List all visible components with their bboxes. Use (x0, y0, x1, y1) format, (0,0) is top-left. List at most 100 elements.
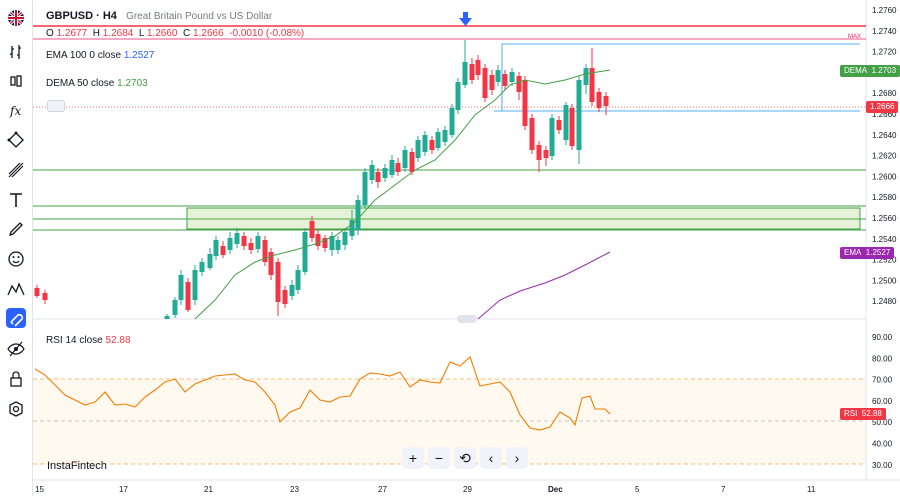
candle-down[interactable] (603, 96, 609, 106)
candle-up[interactable] (382, 168, 388, 178)
candle-up[interactable] (289, 285, 295, 296)
candle-down[interactable] (475, 60, 481, 75)
path-icon[interactable] (6, 130, 26, 150)
candle-down[interactable] (569, 108, 575, 146)
candle-down[interactable] (589, 68, 595, 102)
range-box[interactable] (494, 43, 860, 112)
candle-down[interactable] (409, 152, 415, 172)
candle-down[interactable] (268, 252, 274, 275)
candle-down[interactable] (275, 262, 281, 302)
candle-down[interactable] (469, 64, 475, 80)
candle-up[interactable] (349, 220, 355, 236)
candle-up[interactable] (227, 238, 233, 250)
candle-up[interactable] (442, 130, 448, 142)
emoji-icon[interactable] (6, 249, 26, 269)
candle-down[interactable] (536, 145, 542, 160)
candle-down[interactable] (522, 80, 528, 126)
candle-up[interactable] (389, 160, 395, 175)
candle-up[interactable] (342, 232, 348, 245)
candle-down[interactable] (185, 282, 191, 310)
candle-down[interactable] (248, 243, 254, 250)
collapse-legend-button[interactable] (47, 100, 65, 112)
candle-down[interactable] (529, 118, 535, 150)
candle-down[interactable] (516, 76, 522, 92)
candle-up[interactable] (369, 165, 375, 180)
lock-icon[interactable] (6, 369, 26, 389)
settings-icon[interactable] (6, 399, 26, 419)
function-icon[interactable]: fx (6, 101, 26, 121)
brush-icon[interactable] (6, 219, 26, 239)
time-axis-label: 5 (635, 485, 640, 494)
chart-type-icon[interactable] (6, 42, 26, 62)
candle-up[interactable] (302, 232, 308, 272)
candle-up[interactable] (449, 108, 455, 135)
pane-resize-handle[interactable] (457, 315, 477, 323)
candle-up[interactable] (455, 82, 461, 110)
candle-up[interactable] (422, 135, 428, 152)
candle-down[interactable] (262, 240, 268, 262)
visibility-icon[interactable] (6, 339, 26, 359)
candle-down[interactable] (282, 290, 288, 304)
candle-up[interactable] (329, 236, 335, 250)
candle-up[interactable] (255, 236, 261, 249)
candle-down[interactable] (322, 238, 328, 248)
candle-down[interactable] (309, 221, 315, 238)
candle-up[interactable] (207, 254, 213, 268)
scroll-right-button[interactable]: › (506, 447, 528, 469)
candle-up[interactable] (495, 70, 501, 82)
ema-legend[interactable]: EMA 100 0 close 1.2527 (46, 50, 154, 61)
magnet-icon[interactable] (6, 308, 26, 328)
patterns-icon[interactable] (6, 279, 26, 299)
candle-up[interactable] (509, 72, 515, 82)
candle-down[interactable] (429, 140, 435, 150)
zoom-out-button[interactable]: − (428, 447, 450, 469)
candle-up[interactable] (295, 270, 301, 290)
price-axis[interactable]: 1.27601.27401.27201.27001.26801.26601.26… (872, 6, 897, 306)
candle-up[interactable] (576, 80, 582, 150)
candle-down[interactable] (42, 293, 48, 300)
candle-up[interactable] (549, 118, 555, 156)
flag-icon[interactable] (8, 10, 24, 26)
candle-up[interactable] (199, 262, 205, 272)
zoom-in-button[interactable]: + (402, 447, 424, 469)
scroll-left-button[interactable]: ‹ (480, 447, 502, 469)
text-icon[interactable] (6, 190, 26, 210)
candle-up[interactable] (415, 140, 421, 158)
candle-down[interactable] (241, 236, 247, 246)
candle-up[interactable] (335, 240, 341, 250)
candle-up[interactable] (435, 132, 441, 148)
dema-legend[interactable]: DEMA 50 close 1.2703 (46, 78, 148, 89)
candle-up[interactable] (234, 233, 240, 244)
candle-down[interactable] (556, 120, 562, 130)
candle-up[interactable] (462, 62, 468, 85)
rsi-legend[interactable]: RSI 14 close 52.88 (46, 335, 131, 346)
candle-down[interactable] (395, 163, 401, 172)
candle-up[interactable] (583, 68, 589, 85)
reset-button[interactable]: ⟲ (454, 447, 476, 469)
candle-up[interactable] (213, 240, 219, 256)
candle-up[interactable] (164, 316, 170, 319)
candle-down[interactable] (375, 172, 381, 182)
candle-up[interactable] (192, 270, 198, 300)
candle-up[interactable] (402, 150, 408, 168)
support-zone[interactable] (186, 207, 861, 230)
price-chart[interactable]: 1.27601.27401.27201.27001.26801.26601.26… (33, 0, 900, 496)
candle-up[interactable] (362, 172, 368, 205)
candle-down[interactable] (502, 74, 508, 86)
candle-down[interactable] (596, 92, 602, 108)
candle-down[interactable] (482, 68, 488, 98)
candle-down[interactable] (489, 75, 495, 90)
candle-down[interactable] (543, 150, 549, 158)
arrow-down-icon[interactable] (459, 12, 472, 26)
trend-lines-icon[interactable] (6, 160, 26, 180)
symbol-title[interactable]: GBPUSD · H4 (46, 10, 117, 22)
candle-up[interactable] (178, 275, 184, 300)
candle-down[interactable] (220, 246, 226, 255)
candle-down[interactable] (34, 288, 40, 296)
candle-up[interactable] (563, 105, 569, 140)
candle-down[interactable] (315, 234, 321, 246)
candle-up[interactable] (355, 200, 361, 230)
indicators-icon[interactable] (6, 71, 26, 91)
candle-up[interactable] (172, 300, 178, 315)
price-axis-label: 1.2520 (872, 256, 897, 265)
